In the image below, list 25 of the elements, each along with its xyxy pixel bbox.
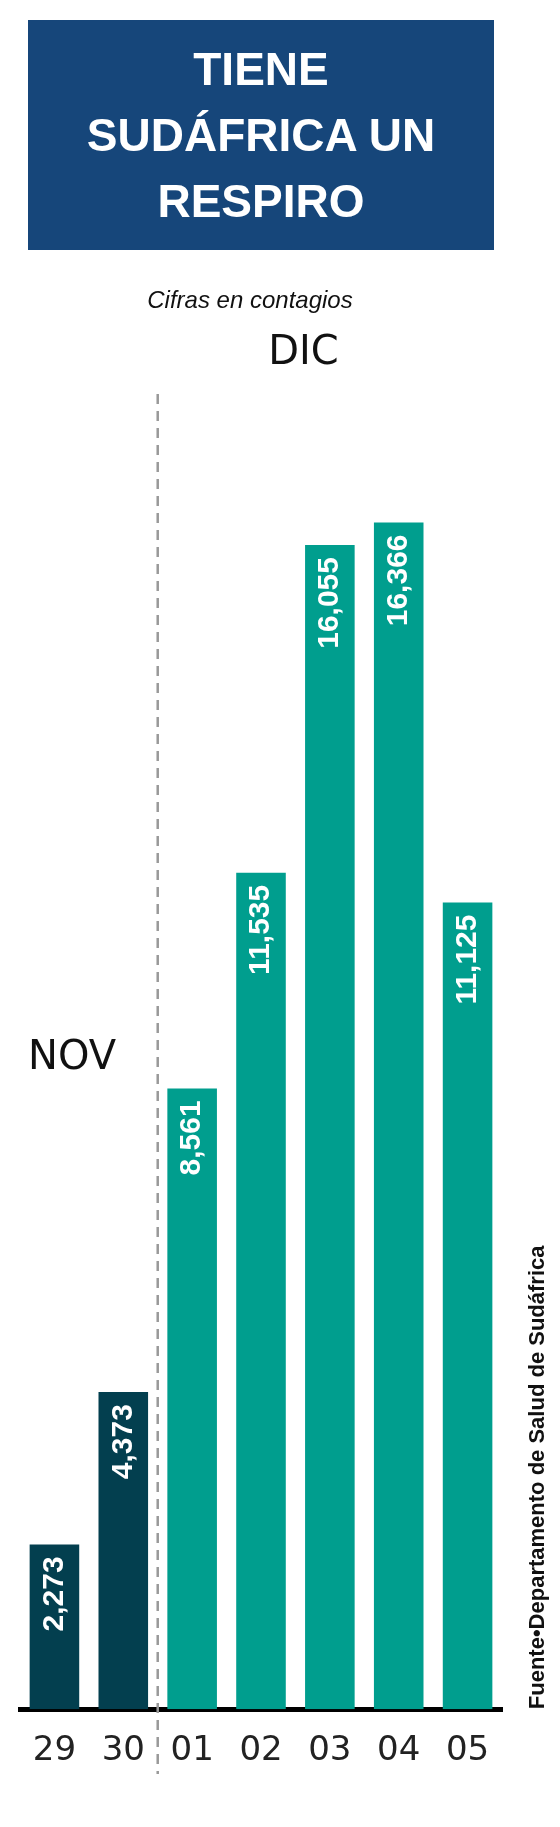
data-label: 4,373 [104,1404,138,1480]
data-label: 16,366 [379,534,413,627]
bar [236,872,286,1710]
bar [305,545,355,1710]
x-tick-label: 29 [32,1728,77,1769]
source-note: Fuente•Departamento de Salud de Sudáfrica [524,1244,550,1710]
data-label: 2,273 [35,1556,69,1632]
x-tick-label: 04 [377,1728,421,1769]
text: DIC [268,327,339,374]
bar [373,522,424,1710]
x-tick-label: 05 [445,1728,490,1769]
bar [442,902,493,1710]
x-tick-label: 03 [308,1728,352,1769]
chart-subtitle: Cifras en contagios [146,286,354,314]
chart-title: TIENE SUDÁFRICA UN RESPIRO [28,20,494,250]
data-label: 16,055 [311,557,345,649]
data-label: 11,535 [242,884,276,975]
data-label: 8,561 [173,1100,207,1176]
bar [98,1392,149,1710]
x-tick-label: 02 [239,1728,283,1769]
bar [167,1088,217,1710]
annotation: NOV [28,1031,117,1078]
x-tick-label: 30 [101,1728,145,1769]
x-tick-label: 01 [170,1728,214,1769]
data-label: 11,125 [448,914,482,1005]
